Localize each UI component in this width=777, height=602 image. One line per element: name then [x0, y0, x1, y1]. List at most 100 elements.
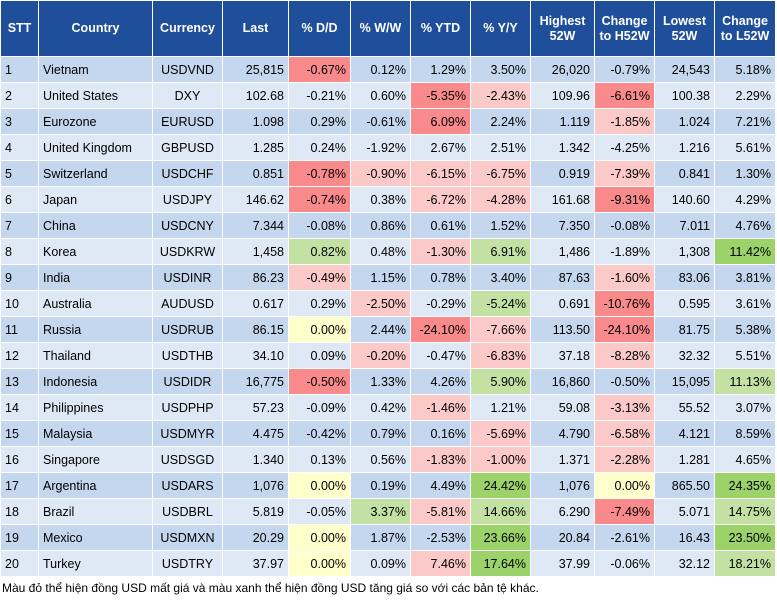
table-cell: Philippines: [38, 394, 153, 421]
table-cell: 57.23: [222, 394, 289, 421]
table-row: 3 Eurozone EURUSD 1.098 0.29% -0.61% 6.09% 2.24…: [0, 108, 776, 135]
table-cell: 2.44%: [350, 316, 411, 343]
table-cell: -2.61%: [594, 524, 655, 551]
table-cell: Russia: [38, 316, 153, 343]
table-cell: 0.617: [222, 290, 289, 317]
table-cell: 1.342: [530, 134, 595, 161]
column-header: Change to H52W: [594, 0, 655, 57]
table-cell: China: [38, 212, 153, 239]
table-cell: USDTHB: [152, 342, 223, 369]
table-cell: 1.281: [654, 446, 715, 473]
table-cell: Switzerland: [38, 160, 153, 187]
table-cell: 3.40%: [470, 264, 531, 291]
table-cell: 16,775: [222, 368, 289, 395]
table-cell: 32.32: [654, 342, 715, 369]
table-cell: -1.30%: [410, 238, 471, 265]
table-cell: 18: [0, 498, 39, 525]
table-cell: USDJPY: [152, 186, 223, 213]
table-cell: -5.69%: [470, 420, 531, 447]
table-cell: 9: [0, 264, 39, 291]
table-cell: USDTRY: [152, 550, 223, 577]
table-row: 12 Thailand USDTHB 34.10 0.09% -0.20% -0.47% -6…: [0, 342, 776, 369]
table-cell: -0.61%: [350, 108, 411, 135]
column-header: % Y/Y: [470, 0, 531, 57]
table-cell: 1,486: [530, 238, 595, 265]
table-cell: 1: [0, 56, 39, 83]
column-header: Last: [222, 0, 289, 57]
table-cell: 5.90%: [470, 368, 531, 395]
table-cell: 1,076: [222, 472, 289, 499]
table-cell: 23.50%: [714, 524, 776, 551]
table-cell: 0.60%: [350, 82, 411, 109]
table-cell: 0.56%: [350, 446, 411, 473]
table-row: 4 United Kingdom GBPUSD 1.285 0.24% -1.92% 2.6…: [0, 134, 776, 161]
table-cell: -10.76%: [594, 290, 655, 317]
table-cell: 0.29%: [288, 290, 351, 317]
table-cell: 3.37%: [350, 498, 411, 525]
table-cell: 1.024: [654, 108, 715, 135]
table-cell: -8.28%: [594, 342, 655, 369]
table-cell: 1.30%: [714, 160, 776, 187]
table-cell: 0.00%: [594, 472, 655, 499]
table-cell: -6.83%: [470, 342, 531, 369]
table-cell: 26,020: [530, 56, 595, 83]
table-cell: -0.74%: [288, 186, 351, 213]
table-cell: 16,860: [530, 368, 595, 395]
table-cell: 86.23: [222, 264, 289, 291]
table-cell: -5.35%: [410, 82, 471, 109]
table-cell: Australia: [38, 290, 153, 317]
table-row: 6 Japan USDJPY 146.62 -0.74% 0.38% -6.72% -4.28…: [0, 186, 776, 213]
table-cell: 113.50: [530, 316, 595, 343]
table-row: 11 Russia USDRUB 86.15 0.00% 2.44% -24.10% -7.6…: [0, 316, 776, 343]
table-row: 16 Singapore USDSGD 1.340 0.13% 0.56% -1.83% -1…: [0, 446, 776, 473]
column-header: % YTD: [410, 0, 471, 57]
table-cell: -1.83%: [410, 446, 471, 473]
table-cell: 0.24%: [288, 134, 351, 161]
column-header: Highest 52W: [530, 0, 595, 57]
table-cell: -0.47%: [410, 342, 471, 369]
table-cell: AUDUSD: [152, 290, 223, 317]
table-cell: Eurozone: [38, 108, 153, 135]
table-cell: USDPHP: [152, 394, 223, 421]
table-cell: 0.48%: [350, 238, 411, 265]
table-cell: -4.28%: [470, 186, 531, 213]
table-cell: DXY: [152, 82, 223, 109]
table-cell: -1.89%: [594, 238, 655, 265]
table-cell: United States: [38, 82, 153, 109]
table-cell: 17.64%: [470, 550, 531, 577]
table-cell: 0.851: [222, 160, 289, 187]
table-cell: 0.29%: [288, 108, 351, 135]
table-row: 1 Vietnam USDVND 25,815 -0.67% 0.12% 1.29% 3.50…: [0, 56, 776, 83]
table-cell: 5.18%: [714, 56, 776, 83]
table-cell: 4.121: [654, 420, 715, 447]
table-cell: 0.86%: [350, 212, 411, 239]
table-cell: 4.475: [222, 420, 289, 447]
table-cell: 1.33%: [350, 368, 411, 395]
table-cell: Mexico: [38, 524, 153, 551]
table-cell: 0.691: [530, 290, 595, 317]
table-cell: 0.595: [654, 290, 715, 317]
table-cell: 4.65%: [714, 446, 776, 473]
table-cell: 13: [0, 368, 39, 395]
table-cell: USDRUB: [152, 316, 223, 343]
table-cell: 1.15%: [350, 264, 411, 291]
table-cell: USDARS: [152, 472, 223, 499]
table-cell: 0.00%: [288, 524, 351, 551]
table-cell: -1.92%: [350, 134, 411, 161]
table-cell: 0.09%: [350, 550, 411, 577]
table-cell: 4.790: [530, 420, 595, 447]
table-cell: 1.098: [222, 108, 289, 135]
table-cell: 20: [0, 550, 39, 577]
table-cell: 100.38: [654, 82, 715, 109]
table-cell: USDMXN: [152, 524, 223, 551]
table-cell: 5.38%: [714, 316, 776, 343]
table-cell: 15,095: [654, 368, 715, 395]
table-cell: Argentina: [38, 472, 153, 499]
table-cell: 0.12%: [350, 56, 411, 83]
table-cell: Thailand: [38, 342, 153, 369]
table-cell: 1.29%: [410, 56, 471, 83]
table-cell: 5.819: [222, 498, 289, 525]
table-cell: 1.371: [530, 446, 595, 473]
table-cell: 14.75%: [714, 498, 776, 525]
table-cell: 6.290: [530, 498, 595, 525]
